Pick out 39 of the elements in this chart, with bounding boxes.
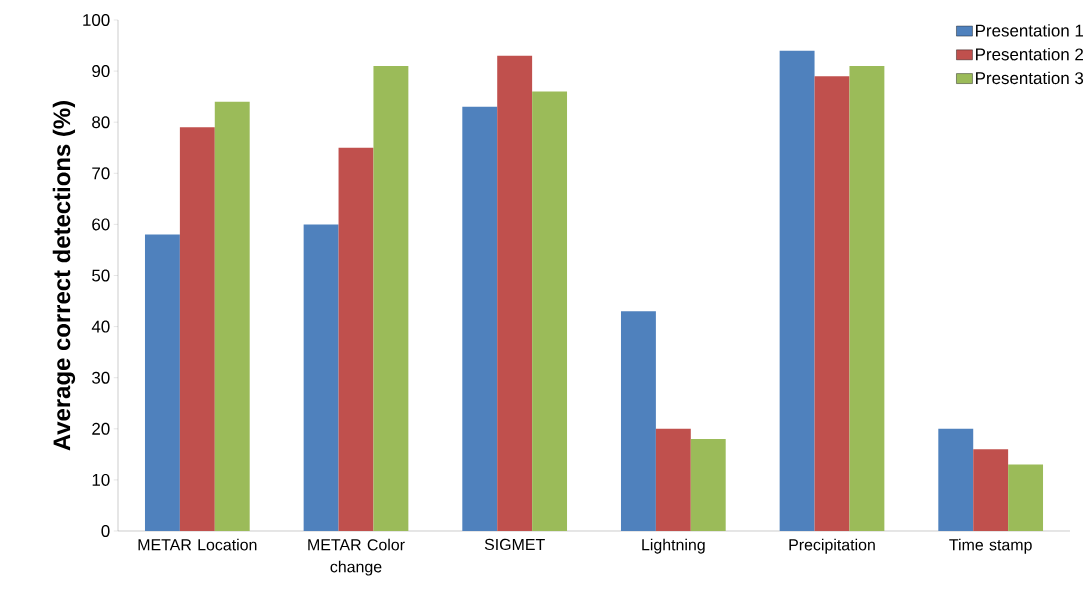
bar xyxy=(303,224,339,531)
x-tick-label: METAR Color change xyxy=(308,538,405,576)
bar xyxy=(214,101,250,531)
bar xyxy=(655,428,691,531)
bar xyxy=(338,147,374,531)
y-tick-label: 20 xyxy=(92,422,110,435)
x-tick-label: SIGMET xyxy=(484,538,545,551)
bar xyxy=(973,449,1009,531)
legend-label: Presentation 2 xyxy=(976,47,1083,61)
bar xyxy=(849,65,885,531)
y-tick-label: 10 xyxy=(92,473,110,486)
bar xyxy=(779,50,815,531)
bar xyxy=(532,91,568,531)
bar xyxy=(1008,464,1044,531)
bar xyxy=(814,76,850,531)
y-axis-title: Average correct detections (%) xyxy=(52,101,76,451)
x-tick-label: Time stamp xyxy=(949,538,1032,554)
bar xyxy=(620,311,656,531)
x-tick-label: Lightning xyxy=(642,538,705,554)
bar xyxy=(497,55,533,531)
y-tick-label: 80 xyxy=(92,116,110,129)
y-tick-label: 100 xyxy=(83,14,110,26)
x-tick-label: METAR Location xyxy=(138,538,257,551)
bar xyxy=(144,234,180,531)
bar xyxy=(690,439,726,531)
legend-label: Presentation 3 xyxy=(976,71,1084,85)
y-tick-label: 30 xyxy=(92,371,110,384)
y-tick-label: 70 xyxy=(92,167,110,180)
y-tick-label: 50 xyxy=(92,269,110,282)
bar xyxy=(938,428,974,531)
bar xyxy=(179,127,215,531)
legend-label: Presentation 1 xyxy=(976,24,1084,37)
y-tick-label: 0 xyxy=(101,525,110,537)
y-tick-label: 40 xyxy=(91,320,110,333)
x-tick-label: Precipitation xyxy=(789,538,875,554)
bar xyxy=(462,106,498,531)
y-tick-label: 60 xyxy=(92,218,110,231)
bar xyxy=(373,65,409,531)
y-tick-label: 90 xyxy=(92,65,110,78)
